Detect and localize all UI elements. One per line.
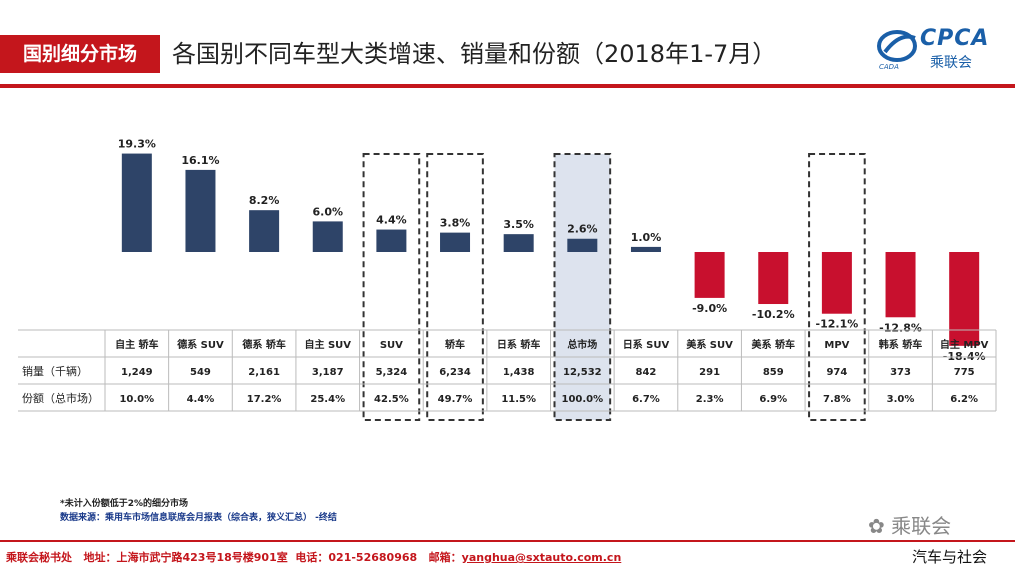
bar-11 [821,252,852,314]
bar-13 [949,252,980,346]
highlight-box-4 [362,153,421,421]
table-cell-1-9: 2.3% [696,394,724,405]
footer-address: 地址：上海市武宁路423号18号楼901室 [83,551,288,564]
table-cell-0-8: 842 [636,367,657,378]
bar-4 [376,229,407,252]
category-label-5: 轿车 [445,338,465,351]
table-cell-0-5: 6,234 [439,367,471,378]
growth-bar-chart: 19.3% 16.1% 8.2% 6.0% 4.4% 3.8% 3.5% 2.6% 1.0% -9… [18,138,997,421]
table-cell-1-7: 100.0% [561,394,603,405]
category-label-1: 德系 SUV [176,338,224,351]
highlight-box-5 [426,153,484,421]
watermark: 汽车与社会 [908,546,992,567]
page-title: 各国别不同车型大类增速、销量和份额（2018年1-7月） [172,40,777,68]
category-label-7: 总市场 [567,338,597,351]
bar-value-label-0: 19.3% [118,138,156,151]
bar-value-label-1: 16.1% [181,154,219,167]
footnote-source: 数据来源：乘用车市场信息联席会月报表（综合表，狭义汇总） -终结 [60,513,337,523]
footer-email-link[interactable]: yanghua@sxtauto.com.cn [461,551,622,564]
table-cell-0-3: 3,187 [312,367,344,378]
table-cell-1-4: 42.5% [374,394,409,405]
table-cell-1-11: 7.8% [823,394,851,405]
category-label-0: 自主 轿车 [115,338,158,351]
bar-6 [503,234,534,252]
bar-1 [185,169,216,252]
table-cell-1-2: 17.2% [247,394,282,405]
category-label-9: 美系 SUV [686,338,733,351]
bar-2 [249,210,280,252]
section-tag: 国别细分市场 [0,35,160,73]
footer-rule [0,540,1015,542]
table-cell-1-13: 6.2% [950,394,978,405]
table-cell-0-6: 1,438 [503,367,535,378]
bar-value-label-5: 3.8% [440,217,471,230]
bar-9 [694,252,725,298]
wechat-label: ✿ 乘联会 [868,514,952,538]
bar-value-label-8: 1.0% [631,231,662,244]
header-rule [0,84,1015,88]
category-label-13: 自主 MPV [940,338,989,351]
logo-text: CPCA [920,26,990,51]
cpca-logo-icon: CADA [877,30,917,71]
highlight-box-11 [808,153,866,421]
table-cell-1-10: 6.9% [759,394,787,405]
table-cell-1-1: 4.4% [187,394,215,405]
category-label-4: SUV [380,340,403,351]
footer-email-label: 邮箱： [428,551,462,564]
table-cell-0-10: 859 [763,367,784,378]
table-cell-0-0: 1,249 [121,367,153,378]
bar-value-label-2: 8.2% [249,194,280,207]
table-cell-0-11: 974 [826,367,847,378]
row-label-0: 销量（千辆） [22,364,88,378]
table-cell-1-6: 11.5% [501,394,536,405]
svg-text:CADA: CADA [879,63,899,71]
bar-0 [121,153,152,252]
bar-value-label-4: 4.4% [376,214,407,227]
bar-7 [567,238,598,252]
bar-value-label-13: -18.4% [943,350,986,363]
category-label-2: 德系 轿车 [241,338,285,351]
table-cell-1-12: 3.0% [887,394,915,405]
bar-5 [440,232,471,252]
bar-value-label-7: 2.6% [567,223,598,236]
footnote-share: *未计入份额低于2%的细分市场 [60,499,188,509]
category-label-3: 自主 SUV [304,338,351,351]
table-cell-0-7: 12,532 [563,367,602,378]
table-cell-0-12: 373 [890,367,911,378]
table-cell-0-13: 775 [954,367,975,378]
bar-value-label-6: 3.5% [503,218,534,231]
bar-12 [885,252,916,318]
table-cell-0-2: 2,161 [248,367,280,378]
bar-10 [758,252,789,305]
row-label-1: 份额（总市场） [22,391,99,405]
category-label-10: 美系 轿车 [752,338,795,351]
table-cell-1-8: 6.7% [632,394,660,405]
table-cell-0-4: 5,324 [376,367,408,378]
footer-phone: 电话：021-52680968 [295,551,418,564]
bar-value-label-12: -12.8% [879,321,922,334]
category-label-12: 韩系 轿车 [879,338,922,351]
table-cell-1-5: 49.7% [438,394,473,405]
footer: 乘联会秘书处 地址：上海市武宁路423号18号楼901室 电话：021-5268… [6,549,621,565]
footer-org: 乘联会秘书处 [6,551,72,564]
table-cell-1-3: 25.4% [310,394,345,405]
wechat-text: 乘联会 [891,514,952,538]
category-label-6: 日系 轿车 [497,338,540,351]
bar-value-label-11: -12.1% [816,318,859,331]
bar-3 [312,221,343,252]
table-cell-1-0: 10.0% [119,394,154,405]
header: 国别细分市场 各国别不同车型大类增速、销量和份额（2018年1-7月） CADA… [0,0,1015,88]
bar-value-label-10: -10.2% [752,308,795,321]
table-cell-0-1: 549 [190,367,211,378]
highlight-box-7 [553,153,612,421]
category-label-11: MPV [824,340,849,351]
category-label-8: 日系 SUV [623,338,670,351]
bar-8 [630,246,661,252]
bar-value-label-9: -9.0% [692,302,727,315]
table-cell-0-9: 291 [699,367,720,378]
logo-subtext: 乘联会 [930,55,972,71]
bar-value-label-3: 6.0% [312,205,343,218]
